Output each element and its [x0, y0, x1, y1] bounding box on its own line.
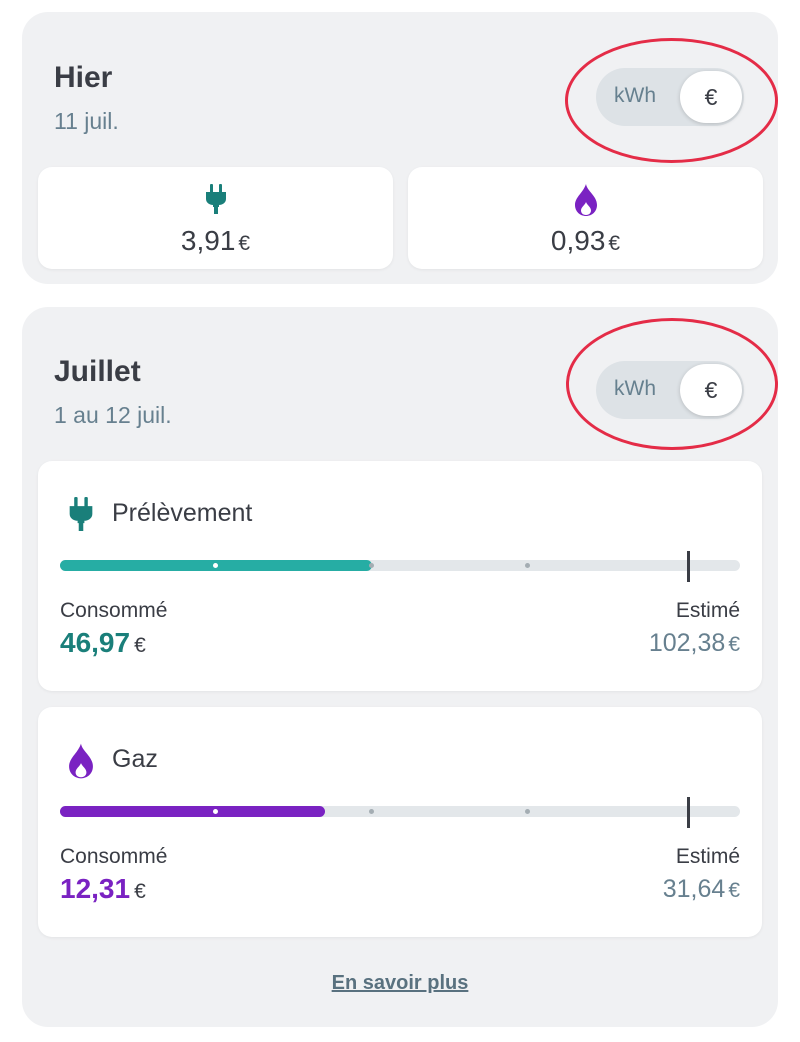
electricity-title: Prélèvement: [112, 499, 253, 527]
electricity-consumed-label: Consommé: [60, 599, 168, 622]
toggle-euro-option[interactable]: €: [680, 364, 742, 416]
learn-more-link[interactable]: En savoir plus: [331, 972, 469, 994]
electricity-estimated-unit: €: [728, 633, 740, 656]
month-card: Juillet 1 au 12 juil. kWh € Prélèvement …: [22, 307, 778, 1027]
yesterday-title: Hier: [54, 61, 113, 94]
toggle-kwh-option[interactable]: kWh: [614, 377, 656, 400]
gas-consumed-value: 12,31: [60, 873, 131, 904]
electricity-consumed-value: 46,97: [60, 627, 131, 658]
yesterday-card: Hier 11 juil. kWh € 3,91 € 0,93 €: [22, 12, 778, 284]
toggle-euro-option[interactable]: €: [680, 71, 742, 123]
unit-toggle-yesterday[interactable]: kWh €: [596, 68, 744, 126]
yesterday-gas-value: 0,93: [550, 225, 606, 256]
gas-progress-fill: [60, 806, 325, 817]
unit-toggle-month[interactable]: kWh €: [596, 361, 744, 419]
gas-estimated-label: Estimé: [675, 845, 740, 868]
estimate-tick: [687, 797, 690, 828]
gas-estimated-unit: €: [728, 879, 740, 902]
plug-icon: [68, 497, 94, 536]
electricity-panel: Prélèvement Consommé Estimé 46,97 € 102,3…: [38, 461, 762, 691]
estimate-tick: [687, 551, 690, 582]
toggle-kwh-option[interactable]: kWh: [614, 84, 656, 107]
gas-estimated-value: 31,64: [662, 875, 726, 903]
electricity-progress-bar: [60, 551, 740, 582]
yesterday-date: 11 juil.: [54, 108, 119, 134]
progress-marker: [525, 809, 530, 814]
month-date-range: 1 au 12 juil.: [54, 402, 172, 428]
yesterday-electricity-value: 3,91: [180, 225, 236, 256]
gas-title: Gaz: [112, 745, 158, 773]
month-title: Juillet: [54, 355, 141, 388]
gas-consumed-label: Consommé: [60, 845, 168, 868]
yesterday-electricity-tile: 3,91 €: [38, 167, 393, 269]
electricity-estimated-value: 102,38: [648, 629, 726, 657]
progress-marker: [369, 809, 374, 814]
yesterday-gas-tile: 0,93 €: [408, 167, 763, 269]
progress-marker: [369, 563, 374, 568]
flame-icon: [68, 743, 94, 784]
progress-marker: [213, 809, 218, 814]
plug-icon: [205, 184, 227, 219]
gas-panel: Gaz Consommé Estimé 12,31 € 31,64 €: [38, 707, 762, 937]
yesterday-electricity-unit: €: [238, 232, 251, 255]
gas-progress-bar: [60, 797, 740, 828]
yesterday-gas-unit: €: [608, 232, 621, 255]
progress-marker: [525, 563, 530, 568]
electricity-consumed-unit: €: [134, 634, 146, 657]
progress-marker: [213, 563, 218, 568]
flame-icon: [574, 184, 598, 221]
gas-consumed-unit: €: [134, 880, 146, 903]
electricity-estimated-label: Estimé: [675, 599, 740, 622]
